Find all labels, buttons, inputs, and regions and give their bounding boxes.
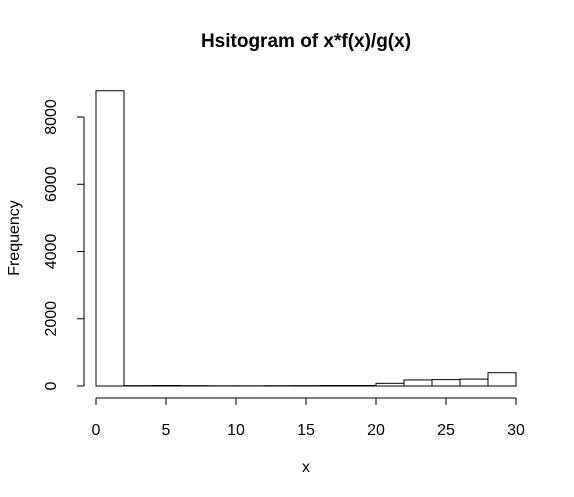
- chart-title: Hsitogram of x*f(x)/g(x): [201, 31, 411, 52]
- histogram-bar-12: [431, 379, 461, 387]
- x-axis-label: x: [302, 459, 310, 476]
- x-tick-label-10: 10: [227, 422, 245, 439]
- histogram-bar-14: [487, 372, 517, 387]
- y-axis-label: Frequency: [6, 200, 23, 276]
- histogram-bar-9: [347, 384, 377, 387]
- x-tick-label-20: 20: [367, 422, 385, 439]
- x-tick-label-30: 30: [507, 422, 525, 439]
- x-tick-label-0: 0: [92, 422, 101, 439]
- y-tick-label-0: 0: [43, 381, 60, 390]
- x-tick-label-5: 5: [162, 422, 171, 439]
- bars-group: [95, 90, 517, 387]
- y-tick-label-2000: 2000: [43, 301, 60, 337]
- y-tick-label-8000: 8000: [43, 99, 60, 135]
- y-axis: 0 2000 4000 6000 8000: [43, 99, 85, 390]
- histogram-bar-2: [151, 384, 181, 387]
- histogram-bar-13: [459, 378, 489, 387]
- histogram-bar-8: [319, 384, 349, 387]
- x-tick-label-25: 25: [437, 422, 455, 439]
- histogram-bar-11: [403, 379, 433, 387]
- y-tick-label-4000: 4000: [43, 234, 60, 270]
- x-tick-label-15: 15: [297, 422, 315, 439]
- x-axis: 0 5 10 15 20 25 30: [92, 397, 525, 439]
- histogram-bar-0: [95, 90, 125, 387]
- y-tick-label-6000: 6000: [43, 166, 60, 202]
- histogram-bar-10: [375, 382, 405, 387]
